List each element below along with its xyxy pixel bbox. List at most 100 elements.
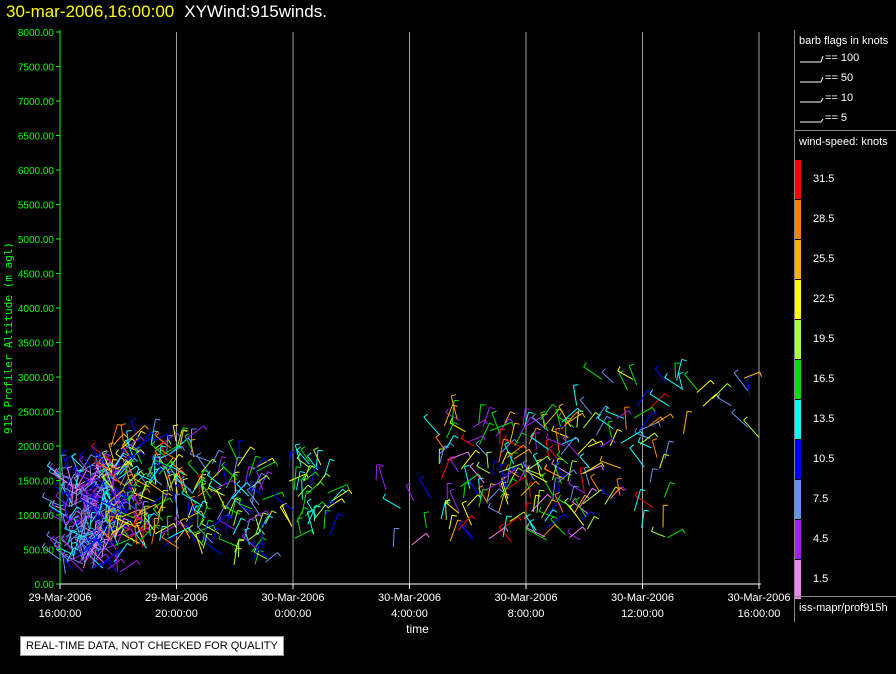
colorbar-label: 4.5 bbox=[813, 533, 829, 545]
wind-barb bbox=[744, 371, 763, 379]
wind-barb bbox=[152, 494, 169, 504]
wind-barb bbox=[255, 512, 268, 536]
title-datetime: 30-mar-2006,16:00:00 bbox=[6, 2, 175, 21]
wind-barb bbox=[460, 433, 475, 447]
wind-barb bbox=[91, 546, 105, 564]
barb-flag-label: == 5 bbox=[825, 112, 848, 124]
wind-barb bbox=[448, 514, 457, 530]
wind-barb bbox=[664, 373, 684, 390]
wind-barb bbox=[472, 419, 488, 428]
wind-barb bbox=[296, 446, 310, 465]
wind-barb bbox=[445, 422, 459, 439]
wind-barb bbox=[702, 393, 720, 407]
colorbar-swatch bbox=[795, 400, 801, 439]
wind-barb bbox=[525, 523, 546, 538]
wind-barb bbox=[306, 498, 317, 517]
wind-barb bbox=[256, 461, 279, 472]
wind-barb bbox=[478, 488, 488, 508]
wind-barb bbox=[659, 453, 670, 469]
wind-barb bbox=[525, 524, 547, 541]
wind-barb bbox=[224, 515, 234, 533]
wind-barb bbox=[84, 515, 91, 535]
wind-barb bbox=[522, 459, 535, 481]
wind-barb bbox=[579, 487, 597, 508]
wind-barb bbox=[461, 500, 472, 526]
barb-flag-label: == 10 bbox=[825, 92, 854, 104]
wind-barb bbox=[595, 405, 610, 420]
wind-barb bbox=[648, 416, 665, 427]
wind-barb bbox=[475, 440, 488, 457]
wind-barb bbox=[599, 455, 621, 469]
wind-barb bbox=[460, 449, 480, 470]
wind-barb bbox=[649, 389, 670, 407]
wind-barb bbox=[583, 466, 590, 486]
wind-barb bbox=[524, 502, 532, 520]
wind-barb bbox=[152, 454, 173, 468]
wind-barb bbox=[184, 433, 193, 450]
wind-barb bbox=[250, 472, 267, 493]
wind-barbs bbox=[41, 358, 763, 574]
wind-barb bbox=[172, 424, 179, 442]
wind-barb bbox=[572, 497, 589, 514]
wind-barb bbox=[126, 429, 132, 448]
x-tick-label-date: 30-Mar-2006 bbox=[262, 592, 325, 604]
wind-barb bbox=[102, 486, 108, 504]
wind-barb bbox=[93, 457, 108, 470]
wind-barb bbox=[651, 526, 665, 538]
wind-barb bbox=[457, 515, 476, 531]
wind-barb bbox=[80, 477, 101, 490]
colorbar-label: 28.5 bbox=[813, 213, 835, 225]
wind-barb bbox=[479, 422, 495, 445]
wind-barb bbox=[327, 484, 350, 494]
legend-divider bbox=[795, 130, 896, 131]
wind-barb bbox=[233, 456, 243, 476]
wind-barb bbox=[279, 503, 291, 523]
wind-barb bbox=[501, 451, 513, 466]
wind-barb bbox=[561, 407, 582, 423]
wind-barb bbox=[297, 517, 303, 534]
wind-barb bbox=[204, 524, 212, 540]
wind-barb bbox=[102, 473, 113, 489]
wind-barb bbox=[75, 481, 99, 497]
wind-barb bbox=[144, 505, 150, 530]
wind-barb bbox=[115, 513, 137, 528]
wind-barb bbox=[624, 406, 630, 430]
wind-barb bbox=[251, 537, 267, 553]
wind-barb bbox=[531, 493, 552, 512]
wind-barb bbox=[136, 521, 146, 546]
wind-barb bbox=[504, 441, 515, 465]
colorbar-swatch bbox=[795, 440, 801, 479]
wind-barb bbox=[601, 487, 616, 499]
x-tick-label-date: 30-Mar-2006 bbox=[378, 592, 441, 604]
wind-barb bbox=[233, 510, 243, 526]
wind-barb bbox=[218, 533, 239, 548]
speed-legend-title: wind-speed: knots bbox=[799, 136, 888, 148]
wind-barb bbox=[546, 513, 568, 529]
wind-barb bbox=[246, 486, 260, 506]
wind-barb bbox=[684, 370, 699, 391]
wind-barb bbox=[151, 440, 166, 457]
wind-barb bbox=[201, 518, 220, 535]
wind-barb bbox=[423, 413, 441, 436]
wind-barb bbox=[152, 434, 170, 442]
wind-barb bbox=[106, 498, 123, 512]
wind-barb bbox=[555, 460, 564, 477]
wind-barb bbox=[46, 461, 62, 478]
wind-barb bbox=[558, 425, 565, 447]
wind-barb bbox=[505, 476, 528, 491]
wind-barb bbox=[633, 488, 646, 512]
wind-barb bbox=[82, 515, 93, 532]
wind-barb bbox=[297, 484, 313, 498]
y-tick-label: 0.00 bbox=[35, 580, 55, 591]
wind-barb bbox=[555, 427, 561, 453]
wind-barb bbox=[107, 558, 125, 570]
wind-barb bbox=[482, 406, 495, 428]
wind-barb bbox=[572, 384, 579, 406]
wind-barb bbox=[392, 527, 400, 548]
wind-barb bbox=[238, 440, 244, 462]
wind-barb bbox=[478, 404, 486, 425]
wind-barb bbox=[238, 540, 244, 558]
colorbar-swatch bbox=[795, 240, 801, 279]
wind-barb bbox=[487, 488, 504, 502]
wind-barb bbox=[216, 487, 227, 510]
